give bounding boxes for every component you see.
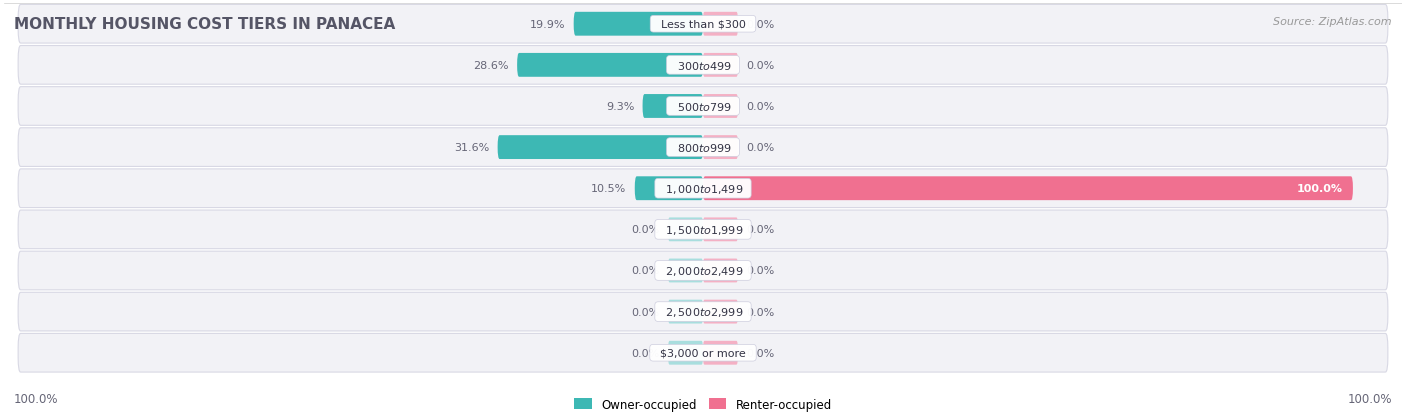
FancyBboxPatch shape <box>703 54 738 78</box>
FancyBboxPatch shape <box>643 95 703 119</box>
Text: 31.6%: 31.6% <box>454 143 489 153</box>
FancyBboxPatch shape <box>668 218 703 242</box>
Text: 100.0%: 100.0% <box>1296 184 1343 194</box>
FancyBboxPatch shape <box>703 13 738 37</box>
Text: Less than $300: Less than $300 <box>654 20 752 30</box>
Text: $1,500 to $1,999: $1,500 to $1,999 <box>658 223 748 236</box>
Text: MONTHLY HOUSING COST TIERS IN PANACEA: MONTHLY HOUSING COST TIERS IN PANACEA <box>14 17 395 31</box>
FancyBboxPatch shape <box>668 259 703 283</box>
Text: 0.0%: 0.0% <box>747 143 775 153</box>
Text: 100.0%: 100.0% <box>14 392 59 405</box>
Text: 10.5%: 10.5% <box>591 184 626 194</box>
FancyBboxPatch shape <box>668 341 703 365</box>
FancyBboxPatch shape <box>18 211 1388 249</box>
Text: 0.0%: 0.0% <box>747 61 775 71</box>
FancyBboxPatch shape <box>634 177 703 201</box>
Text: $500 to $799: $500 to $799 <box>669 101 737 113</box>
FancyBboxPatch shape <box>574 13 703 37</box>
Text: $800 to $999: $800 to $999 <box>669 142 737 154</box>
Text: 0.0%: 0.0% <box>747 307 775 317</box>
FancyBboxPatch shape <box>18 5 1388 44</box>
Text: Source: ZipAtlas.com: Source: ZipAtlas.com <box>1274 17 1392 26</box>
Text: $2,500 to $2,999: $2,500 to $2,999 <box>658 305 748 318</box>
Text: 9.3%: 9.3% <box>606 102 634 112</box>
FancyBboxPatch shape <box>18 88 1388 126</box>
FancyBboxPatch shape <box>18 292 1388 331</box>
FancyBboxPatch shape <box>18 169 1388 208</box>
Text: 0.0%: 0.0% <box>747 20 775 30</box>
Text: $3,000 or more: $3,000 or more <box>654 348 752 358</box>
FancyBboxPatch shape <box>703 259 738 283</box>
FancyBboxPatch shape <box>703 300 738 324</box>
Text: $300 to $499: $300 to $499 <box>669 60 737 72</box>
Text: 100.0%: 100.0% <box>1347 392 1392 405</box>
FancyBboxPatch shape <box>703 95 738 119</box>
Text: 0.0%: 0.0% <box>747 225 775 235</box>
Text: $1,000 to $1,499: $1,000 to $1,499 <box>658 182 748 195</box>
Text: 0.0%: 0.0% <box>631 307 659 317</box>
Text: 0.0%: 0.0% <box>631 266 659 276</box>
FancyBboxPatch shape <box>668 300 703 324</box>
Text: 28.6%: 28.6% <box>474 61 509 71</box>
Legend: Owner-occupied, Renter-occupied: Owner-occupied, Renter-occupied <box>569 393 837 413</box>
FancyBboxPatch shape <box>703 177 1353 201</box>
Text: 0.0%: 0.0% <box>747 348 775 358</box>
Text: $2,000 to $2,499: $2,000 to $2,499 <box>658 264 748 277</box>
FancyBboxPatch shape <box>517 54 703 78</box>
FancyBboxPatch shape <box>703 218 738 242</box>
FancyBboxPatch shape <box>18 252 1388 290</box>
Text: 0.0%: 0.0% <box>631 348 659 358</box>
FancyBboxPatch shape <box>703 341 738 365</box>
Text: 0.0%: 0.0% <box>747 266 775 276</box>
Text: 0.0%: 0.0% <box>631 225 659 235</box>
FancyBboxPatch shape <box>498 136 703 160</box>
FancyBboxPatch shape <box>18 334 1388 372</box>
FancyBboxPatch shape <box>703 136 738 160</box>
Text: 0.0%: 0.0% <box>747 102 775 112</box>
FancyBboxPatch shape <box>18 128 1388 167</box>
Text: 19.9%: 19.9% <box>530 20 565 30</box>
FancyBboxPatch shape <box>18 46 1388 85</box>
